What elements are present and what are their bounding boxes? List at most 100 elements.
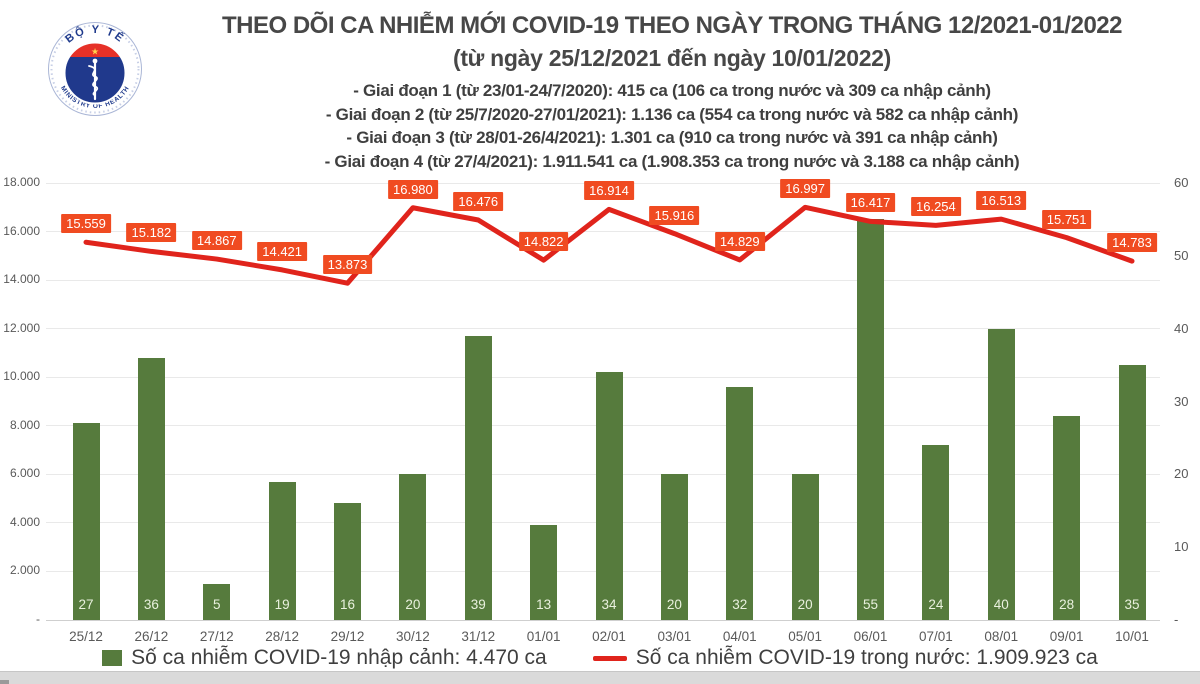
line-value-label: 16.476 bbox=[453, 191, 504, 211]
domestic-cases-line-icon bbox=[592, 655, 627, 661]
line-value-label: 16.980 bbox=[387, 179, 438, 199]
gridline bbox=[46, 619, 1160, 621]
bar bbox=[1118, 365, 1146, 620]
x-axis-label: 04/01 bbox=[722, 629, 757, 644]
bar-value-label: 20 bbox=[666, 597, 682, 612]
x-axis-label: 28/12 bbox=[265, 629, 300, 644]
line-path bbox=[83, 204, 1135, 286]
phase-line-4: - Giai đoạn 4 (từ 27/4/2021): 1.911.541 … bbox=[324, 151, 1020, 171]
x-axis-label: 25/12 bbox=[69, 629, 103, 644]
page-subtitle: (từ ngày 25/12/2021 đến ngày 10/01/2022) bbox=[452, 45, 892, 71]
bar-value-label: 13 bbox=[536, 597, 552, 612]
y-axis-right-tick-label: 10 bbox=[1174, 539, 1189, 555]
bar bbox=[857, 219, 884, 620]
logo-star-icon: ★ bbox=[91, 47, 99, 57]
line-value-label: 16.997 bbox=[780, 179, 831, 199]
bar-value-label: 36 bbox=[143, 597, 159, 612]
x-axis-label: 07/01 bbox=[918, 629, 953, 644]
y-axis-right-tick-label: 20 bbox=[1174, 466, 1189, 482]
bar-value-label: 28 bbox=[1059, 597, 1075, 612]
line-value-label: 15.916 bbox=[649, 205, 700, 225]
phase-line-1: - Giai đoạn 1 (từ 23/01-24/7/2020): 415 … bbox=[353, 81, 991, 100]
y-axis-left-tick-label: 14.000 bbox=[3, 272, 40, 287]
line-value-label: 14.867 bbox=[191, 231, 242, 251]
phase-line-3: - Giai đoạn 3 (từ 28/01-26/4/2021): 1.30… bbox=[346, 128, 998, 147]
bar bbox=[922, 445, 950, 620]
bar bbox=[1053, 416, 1081, 620]
bar bbox=[595, 372, 623, 620]
bar bbox=[791, 474, 819, 620]
line-value-label: 15.182 bbox=[126, 223, 177, 243]
line-value-label: 15.559 bbox=[61, 214, 111, 234]
line-value-label: 16.914 bbox=[584, 181, 634, 201]
y-axis-right-tick-label: 30 bbox=[1174, 393, 1189, 409]
bar bbox=[72, 423, 100, 620]
x-axis-label: 05/01 bbox=[788, 629, 823, 644]
y-axis-left-tick-label: 8.000 bbox=[9, 417, 40, 432]
bar bbox=[726, 386, 754, 620]
y-axis-left-tick-label: 2.000 bbox=[9, 563, 40, 578]
y-axis-right-tick-label: - bbox=[1174, 612, 1179, 627]
bar bbox=[987, 328, 1015, 620]
line-value-label: 14.822 bbox=[518, 232, 569, 252]
video-progress-strip bbox=[0, 671, 1200, 684]
gridline bbox=[46, 279, 1160, 281]
line-value-label: 14.783 bbox=[1107, 233, 1157, 253]
x-axis-label: 27/12 bbox=[199, 629, 234, 644]
phase-line-2: - Giai đoạn 2 (từ 25/7/2020-27/01/2021):… bbox=[325, 104, 1019, 124]
bar-value-label: 5 bbox=[212, 597, 221, 612]
video-progress-mark bbox=[0, 680, 9, 684]
bar bbox=[464, 335, 492, 620]
x-axis-label: 31/12 bbox=[461, 629, 496, 644]
x-axis-label: 02/01 bbox=[592, 629, 626, 644]
logo-disc-border bbox=[63, 41, 127, 105]
bar-value-label: 34 bbox=[601, 597, 617, 612]
bar bbox=[268, 481, 296, 620]
x-axis-label: 10/01 bbox=[1115, 629, 1149, 644]
bar bbox=[137, 357, 165, 620]
x-axis-label: 30/12 bbox=[395, 629, 430, 644]
line-value-label: 14.421 bbox=[257, 241, 308, 261]
legend-item-imported: Số ca nhiễm COVID-19 nhập cảnh: 4.470 ca bbox=[102, 646, 547, 670]
bar bbox=[334, 503, 361, 620]
page-title: THEO DÕI CA NHIỄM MỚI COVID-19 THEO NGÀY… bbox=[221, 12, 1123, 39]
bar-value-label: 32 bbox=[732, 597, 748, 612]
x-axis-label: 06/01 bbox=[853, 629, 888, 644]
bar-value-label: 27 bbox=[78, 597, 94, 612]
bar-value-label: 16 bbox=[339, 597, 356, 612]
gridline bbox=[46, 328, 1160, 330]
x-axis-label: 01/01 bbox=[526, 629, 561, 644]
bar-value-label: 24 bbox=[928, 597, 944, 612]
x-axis-label: 29/12 bbox=[330, 629, 365, 644]
bar-value-label: 20 bbox=[405, 597, 421, 612]
bar bbox=[399, 474, 427, 620]
y-axis-left-tick-label: 16.000 bbox=[3, 223, 40, 238]
logo-decorative-ring bbox=[50, 24, 140, 114]
line-value-label: 16.513 bbox=[976, 191, 1027, 211]
y-axis-left-tick-label: 4.000 bbox=[9, 514, 40, 529]
legend-item-domestic: Số ca nhiễm COVID-19 trong nước: 1.909.9… bbox=[592, 646, 1098, 670]
bar-value-label: 19 bbox=[274, 597, 290, 612]
line-value-label: 16.417 bbox=[845, 193, 896, 213]
imported-cases-swatch-icon bbox=[102, 650, 123, 666]
y-axis-left-tick-label: 12.000 bbox=[3, 320, 40, 335]
bar bbox=[660, 474, 688, 620]
rod-of-asclepius-icon bbox=[88, 58, 99, 101]
line-value-label: 14.829 bbox=[714, 231, 765, 251]
bar-value-label: 35 bbox=[1124, 597, 1140, 612]
x-axis-label: 09/01 bbox=[1049, 629, 1084, 644]
y-axis-left-tick-label: - bbox=[36, 612, 40, 626]
y-axis-right-tick-label: 40 bbox=[1174, 320, 1189, 336]
legend-label-imported: Số ca nhiễm COVID-19 nhập cảnh: 4.470 ca bbox=[131, 646, 547, 669]
line-value-label: 16.254 bbox=[910, 197, 961, 217]
y-axis-right-tick-label: 50 bbox=[1174, 247, 1189, 263]
chart-header: THEO DÕI CA NHIỄM MỚI COVID-19 THEO NGÀY… bbox=[150, 12, 1194, 173]
line-value-label: 13.873 bbox=[322, 255, 373, 275]
chart-legend: Số ca nhiễm COVID-19 nhập cảnh: 4.470 ca… bbox=[0, 646, 1200, 670]
x-axis-label: 26/12 bbox=[134, 629, 169, 644]
legend-label-domestic: Số ca nhiễm COVID-19 trong nước: 1.909.9… bbox=[635, 646, 1098, 669]
bar-value-label: 39 bbox=[470, 597, 486, 612]
x-axis-label: 08/01 bbox=[984, 629, 1019, 644]
